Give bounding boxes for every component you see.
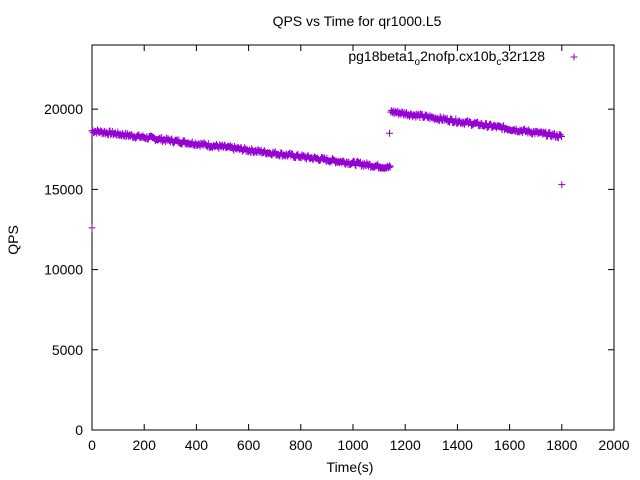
legend-subscript: c bbox=[496, 57, 501, 68]
data-point bbox=[558, 181, 566, 189]
legend-text: 32r128 bbox=[501, 48, 545, 64]
data-point bbox=[88, 224, 96, 232]
x-tick-label: 400 bbox=[185, 437, 209, 453]
y-axis-label: QPS bbox=[5, 225, 21, 255]
x-tick-label: 200 bbox=[133, 437, 157, 453]
x-tick-label: 800 bbox=[289, 437, 313, 453]
x-axis-label: Time(s) bbox=[327, 459, 374, 475]
legend-text: pg18beta1 bbox=[348, 48, 414, 64]
data-point bbox=[465, 117, 473, 125]
legend: pg18beta1o2nofp.cx10bc32r128 bbox=[348, 48, 578, 68]
legend-subscript: o bbox=[415, 57, 421, 68]
y-tick-label: 5000 bbox=[52, 342, 83, 358]
legend-text: 2nofp.cx10b bbox=[420, 48, 496, 64]
legend-label: pg18beta1o2nofp.cx10bc32r128 bbox=[348, 48, 545, 68]
x-tick-label: 1400 bbox=[442, 437, 473, 453]
data-point bbox=[386, 129, 394, 137]
data-point bbox=[557, 131, 565, 139]
x-tick-label: 1000 bbox=[337, 437, 368, 453]
y-tick-label: 15000 bbox=[44, 181, 83, 197]
data-point bbox=[386, 163, 394, 171]
x-tick-label: 2000 bbox=[598, 437, 629, 453]
data-point bbox=[558, 133, 566, 141]
y-tick-label: 20000 bbox=[44, 101, 83, 117]
x-tick-label: 600 bbox=[237, 437, 261, 453]
x-tick-label: 1600 bbox=[494, 437, 525, 453]
plot-frame bbox=[91, 44, 615, 431]
data-points bbox=[88, 107, 566, 232]
data-point bbox=[386, 162, 394, 170]
axes: 0 200 400 600 800 1000 1200 1400 1600 1800 2000050… bbox=[44, 44, 630, 453]
x-tick-label: 1800 bbox=[546, 437, 577, 453]
x-tick-label: 1200 bbox=[390, 437, 421, 453]
y-tick-label: 0 bbox=[75, 422, 83, 438]
chart-title: QPS vs Time for qr1000.L5 bbox=[273, 13, 442, 29]
legend-marker bbox=[570, 53, 578, 61]
x-tick-label: 0 bbox=[88, 437, 96, 453]
y-tick-label: 10000 bbox=[44, 262, 83, 278]
